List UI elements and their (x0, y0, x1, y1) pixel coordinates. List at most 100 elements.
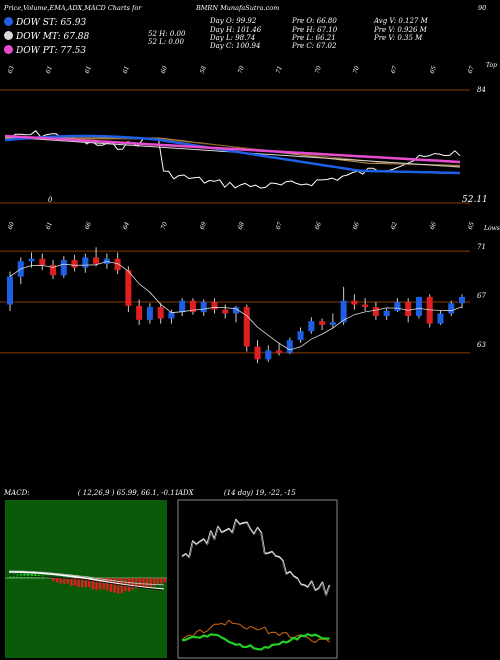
macd-hist-bar (73, 578, 77, 586)
candle-body (157, 307, 164, 319)
candle-price-label-63: 63 (477, 341, 486, 349)
candle-ma-line (9, 261, 463, 351)
adx-panel-frame (177, 499, 338, 659)
adx-line-shadow (181, 520, 330, 597)
stat-pre-v2: Pre V: 0.35 M (374, 34, 423, 42)
macd-hist-bar (55, 578, 59, 583)
dow-pt-line (4, 134, 461, 164)
candle-body (308, 321, 315, 332)
macd-hist-bar (66, 578, 69, 584)
macd-aux-line (9, 570, 164, 586)
candle-body (243, 307, 250, 347)
candle-body (179, 300, 186, 313)
candle-body (7, 276, 13, 305)
candle-body (383, 310, 390, 316)
macd-hist-bar (109, 578, 113, 593)
candle-price-label-67: 67 (477, 292, 486, 300)
candle-body (448, 303, 455, 314)
stat-52l: 52 L: 0.00 (148, 38, 184, 46)
macd-hist-bar (91, 578, 95, 590)
stat-day-l: Day L: 98.74 (210, 34, 256, 42)
macd-hist-bar (117, 578, 120, 594)
candle-body (286, 340, 293, 353)
candle-body (82, 257, 89, 268)
macd-hist-bar (84, 578, 87, 588)
site-name: MunafaSutra.com (220, 4, 280, 12)
legend-swatch-st (4, 17, 13, 26)
macd-hist-bar (81, 578, 84, 587)
candle-body (372, 307, 379, 316)
candle-body (265, 350, 272, 360)
candle-body (254, 346, 261, 360)
macd-hist-bar (102, 578, 105, 590)
candle-body (93, 257, 100, 264)
candle-body (50, 265, 57, 276)
legend-dow-st: DOW ST: 65.93 (4, 17, 86, 28)
macd-hist-bar (95, 578, 98, 590)
macd-signal-line (9, 575, 164, 591)
candle-body (297, 331, 304, 341)
stat-pre-h: Pre H: 67.10 (292, 26, 338, 34)
candle-body (60, 260, 67, 276)
macd-hist-bar (52, 578, 55, 582)
macd-hist-bar (99, 578, 102, 590)
candle-body (351, 300, 358, 305)
candle-body (28, 258, 35, 262)
candle-price-label-71: 71 (477, 243, 486, 251)
candle-body (459, 296, 465, 304)
candle-body (276, 350, 283, 353)
dow-st-line (4, 134, 461, 175)
candle-body (39, 258, 46, 266)
corner-value: 90 (478, 4, 487, 12)
legend-swatch-pt (4, 45, 13, 54)
macd-hist-bar (163, 578, 167, 582)
adx-plus-di-line (181, 633, 330, 651)
upper-price-label-52: 52.11 (462, 195, 488, 205)
stat-pre-v1: Pre V: 0.926 M (374, 26, 427, 34)
stat-day-h: Day H: 101.46 (210, 26, 262, 34)
macd-hist-bar (70, 578, 73, 586)
stat-pre-c: Pre C: 67.02 (292, 42, 337, 50)
upper-price-label-84: 84 (477, 86, 486, 94)
macd-hist-bar (149, 578, 152, 587)
stat-pre-o: Pre O: 66.80 (292, 17, 337, 25)
candle-body (211, 302, 218, 310)
macd-title: MACD: ( 12,26,9 ) 65.99, 66.1, -0.11 (4, 489, 180, 497)
candle-body (168, 312, 175, 319)
stat-day-c: Day C: 100.94 (210, 42, 261, 50)
macd-hist-bar (156, 578, 159, 584)
stat-pre-l: Pre L: 66.21 (292, 34, 336, 42)
legend-dow-mt: DOW MT: 67.88 (4, 31, 89, 42)
adx-line (181, 518, 331, 597)
candle-body (222, 309, 229, 314)
macd-hist-bar (113, 578, 116, 593)
adx-title: ADX (14 day) 19, -22, -15 (178, 489, 296, 497)
candle-body (71, 260, 78, 268)
candle-body (329, 322, 336, 325)
macd-hist-bar (138, 578, 141, 588)
macd-hist-bar (153, 578, 156, 586)
ema-line-2 (5, 138, 461, 167)
chart-symbol: BMRN (196, 4, 219, 12)
candle-body (437, 313, 444, 324)
macd-hist-bar (145, 578, 149, 587)
upper-zero-label: 0 (48, 196, 53, 204)
stat-52h: 52 H: 0.00 (148, 30, 186, 38)
candle-body (394, 302, 401, 311)
candle-body (415, 296, 422, 316)
candle-body (125, 270, 132, 306)
top-label: Top (486, 62, 497, 69)
macd-hist-bar (131, 578, 134, 590)
candle-body (319, 321, 326, 325)
candle-body (233, 307, 239, 314)
candle-body (200, 302, 207, 313)
stat-avg-v: Avg V: 0.127 M (374, 17, 428, 25)
macd-hist-bar (160, 578, 163, 584)
macd-hist-bar (88, 578, 91, 588)
low-label: Lows (484, 225, 500, 232)
candle-body (189, 300, 196, 313)
macd-hist-bar (59, 578, 62, 584)
candle-body (114, 258, 121, 271)
